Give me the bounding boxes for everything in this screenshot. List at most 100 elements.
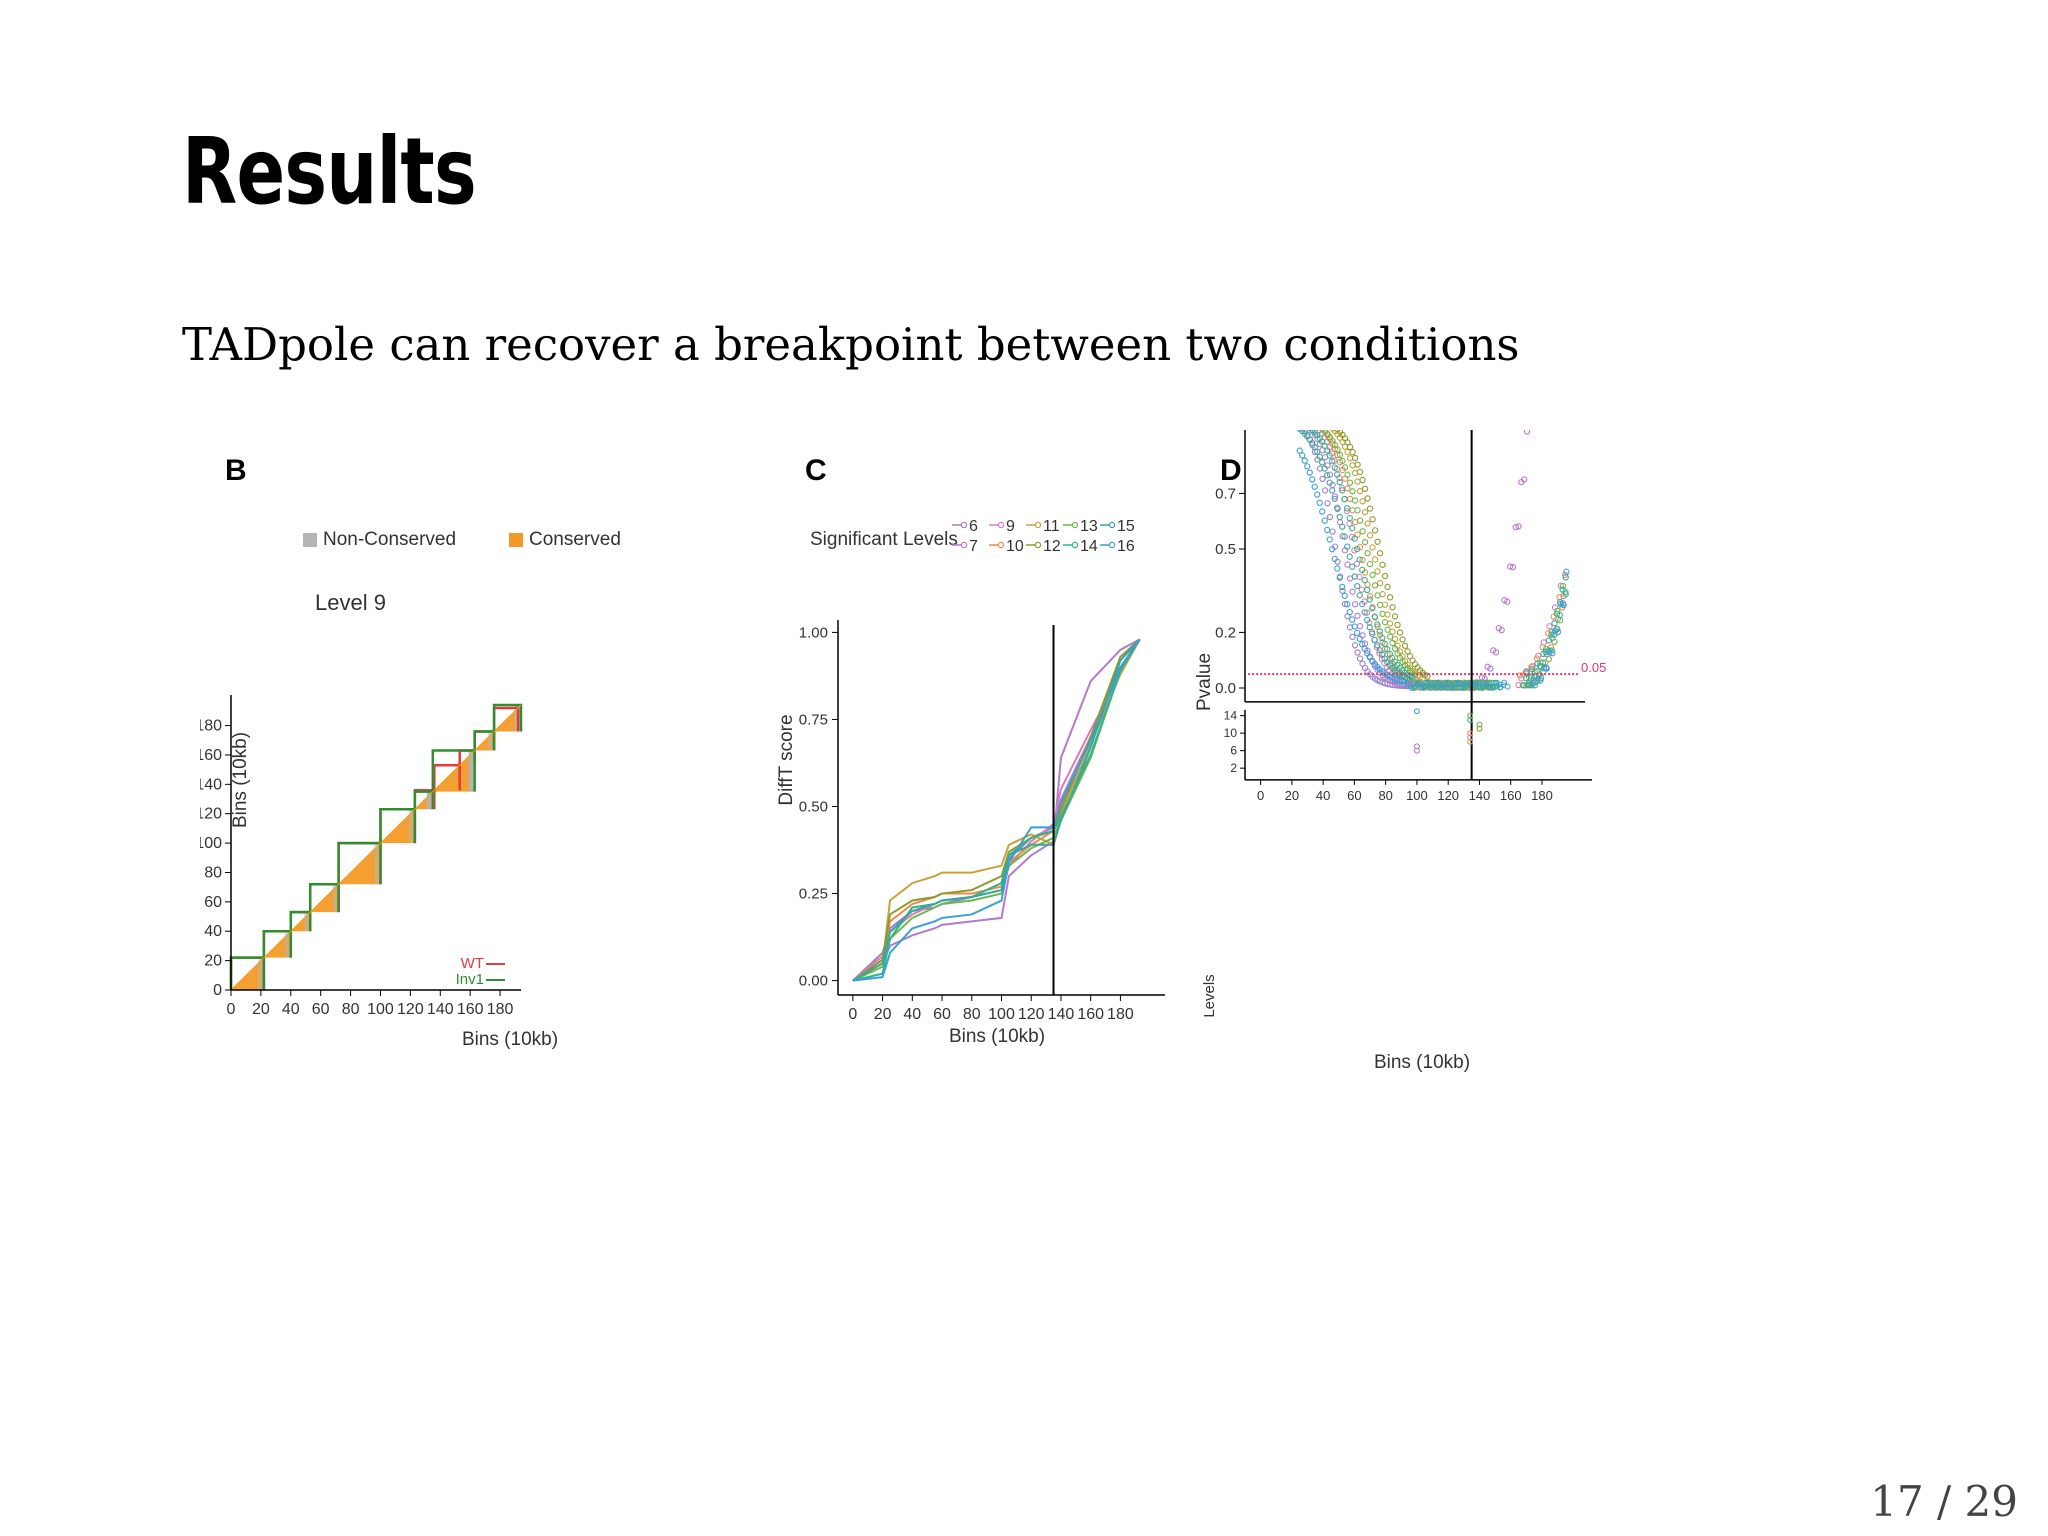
y-tick-label: 0.7 — [1215, 485, 1236, 502]
x-tick-label: 0 — [227, 1001, 236, 1018]
y-tick-label: 180 — [200, 718, 222, 735]
scatter-point-13 — [1376, 601, 1384, 609]
scatter-point-7 — [1521, 476, 1528, 483]
x-tick-label: 100 — [1406, 788, 1428, 803]
panel-d-y-axis-label: Pvalue — [1194, 653, 1215, 711]
scatter-point-6 — [1321, 487, 1329, 494]
scatter-point-16 — [1439, 683, 1446, 690]
scatter-point-14 — [1344, 505, 1351, 512]
scatter-point-16 — [1301, 457, 1308, 464]
scatter-point-16 — [1453, 679, 1459, 686]
scatter-point-16 — [1321, 517, 1328, 524]
scatter-point-12 — [1396, 629, 1404, 636]
scatter-point-14 — [1356, 556, 1363, 563]
y-tick-label: 1.00 — [799, 624, 828, 641]
scatter-point-12 — [1394, 621, 1401, 629]
scatter-point-12 — [1401, 642, 1409, 649]
scatter-point-13 — [1389, 639, 1396, 647]
scatter-point-11 — [1379, 591, 1386, 598]
x-tick-label: 120 — [1437, 788, 1459, 803]
scatter-point-10 — [1561, 571, 1569, 579]
slide-subtitle: TADpole can recover a breakpoint between… — [182, 318, 1520, 371]
scatter-point-11 — [1374, 568, 1381, 575]
y-tick-label: 0.0 — [1215, 680, 1236, 697]
legend-label-11: 11 — [1043, 518, 1060, 535]
scatter-point-13 — [1361, 538, 1369, 546]
scatter-point-14 — [1321, 442, 1328, 449]
scatter-point-16 — [1473, 681, 1480, 687]
scatter-point-15 — [1341, 533, 1348, 540]
scatter-point-6 — [1319, 475, 1326, 483]
x-tick-label: 140 — [1469, 788, 1491, 803]
scatter-point-16 — [1334, 565, 1341, 572]
scatter-point-7 — [1498, 626, 1505, 634]
legend-label-7: 7 — [969, 538, 978, 555]
scatter-point-15 — [1490, 683, 1497, 689]
scatter-point-7 — [1349, 588, 1356, 595]
inv1-domains-line — [229, 703, 523, 990]
scatter-point-16 — [1401, 681, 1408, 687]
scatter-point-6 — [1351, 642, 1359, 649]
scatter-point-14 — [1556, 612, 1563, 619]
legend-label-16: 16 — [1117, 538, 1135, 555]
scatter-point-15 — [1344, 543, 1351, 550]
scatter-point-15 — [1483, 679, 1490, 686]
scatter-point-6 — [1326, 513, 1334, 521]
scatter-point-7 — [1487, 665, 1494, 672]
series-line-7 — [852, 638, 1141, 982]
scatter-point-11 — [1386, 620, 1394, 627]
scatter-point-16 — [1309, 476, 1316, 483]
x-tick-label: 20 — [874, 1006, 892, 1023]
scatter-point-11 — [1349, 462, 1356, 469]
scatter-point-16 — [1324, 526, 1331, 534]
panel-c-y-axis-label: DiffT score — [776, 714, 797, 805]
scatter-point-16 — [1404, 681, 1411, 687]
x-tick-label: 0 — [1257, 788, 1264, 803]
scatter-point-14 — [1341, 495, 1348, 503]
panel-b-y-axis-label: Bins (10kb) — [230, 732, 251, 828]
scatter-point-16 — [1504, 683, 1511, 690]
series-line-11 — [852, 638, 1141, 982]
scatter-point-10 — [1331, 445, 1339, 453]
scatter-point-10 — [1545, 630, 1552, 637]
levels-point — [1467, 738, 1474, 745]
scatter-point-12 — [1384, 583, 1391, 591]
scatter-point-16 — [1359, 640, 1366, 648]
scatter-point-11 — [1376, 579, 1384, 587]
panel-d-scatter-area: 0.05 — [1244, 430, 1606, 780]
legend-label-12: 12 — [1043, 538, 1061, 555]
scatter-point-15 — [1349, 563, 1356, 570]
scatter-point-6 — [1329, 528, 1336, 535]
scatter-point-12 — [1386, 594, 1394, 601]
scatter-point-14 — [1364, 586, 1371, 594]
scatter-point-16 — [1463, 680, 1470, 687]
scatter-point-10 — [1516, 672, 1524, 679]
scatter-point-12 — [1424, 673, 1431, 680]
scatter-point-14 — [1326, 452, 1333, 459]
panel-b-x-axis-label: Bins (10kb) — [462, 1029, 558, 1050]
panel-d-x-axis-label: Bins (10kb) — [1374, 1052, 1470, 1073]
scatter-point-16 — [1497, 684, 1504, 691]
scatter-point-14 — [1361, 577, 1368, 584]
scatter-point-10 — [1354, 531, 1361, 538]
scatter-point-16 — [1418, 684, 1425, 691]
scatter-point-9 — [1546, 623, 1553, 630]
scatter-point-14 — [1371, 613, 1378, 620]
non-conserved-band — [374, 843, 381, 885]
x-tick-label: 120 — [397, 1001, 424, 1018]
scatter-point-15 — [1319, 459, 1326, 466]
scatter-point-14 — [1359, 566, 1366, 574]
y-tick-label: 0 — [213, 982, 222, 999]
scatter-point-14 — [1334, 471, 1341, 478]
scatter-point-16 — [1331, 555, 1338, 563]
scatter-point-16 — [1557, 600, 1564, 608]
scatter-point-7 — [1356, 623, 1364, 630]
scatter-point-12 — [1351, 454, 1359, 462]
scatter-point-12 — [1391, 613, 1399, 620]
scatter-point-16 — [1356, 635, 1363, 642]
scatter-point-11 — [1389, 628, 1396, 635]
scatter-point-15 — [1545, 637, 1553, 644]
legend-label-inv1: Inv1 — [456, 971, 484, 988]
scatter-point-16 — [1446, 684, 1453, 691]
non-conserved-band — [426, 791, 433, 810]
